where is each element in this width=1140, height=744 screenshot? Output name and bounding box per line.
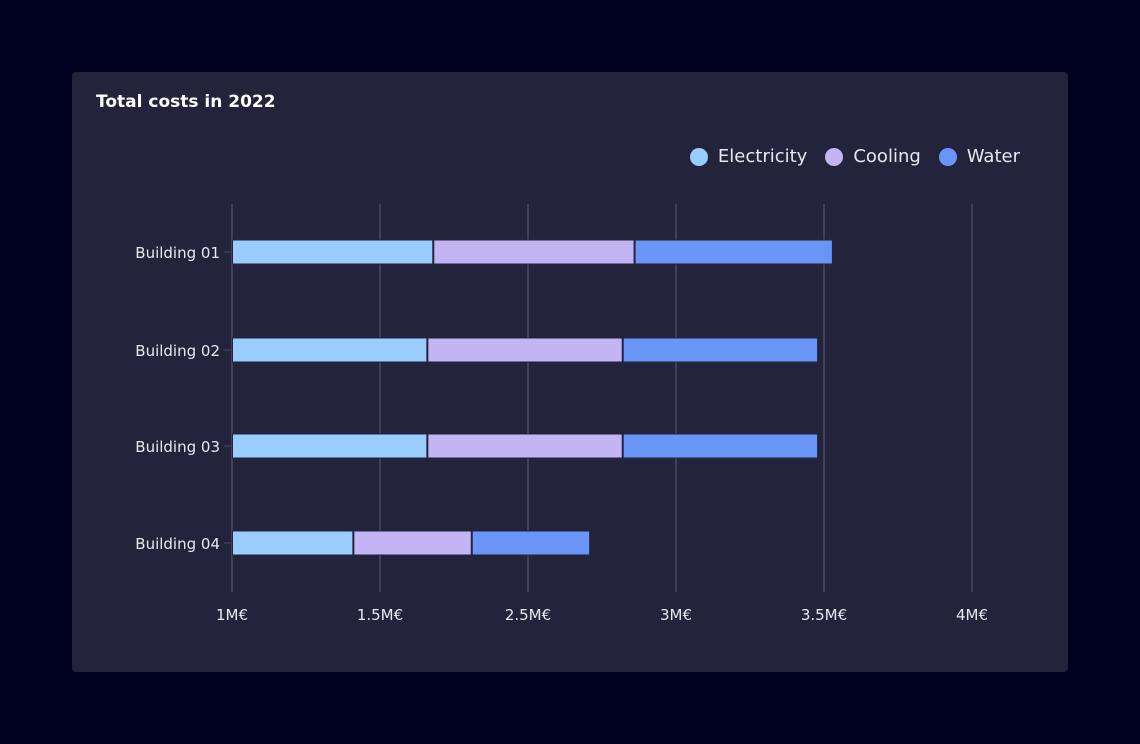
y-tick-label: Building 04 (135, 535, 220, 553)
chart-card: Total costs in 2022 Electricity Cooling … (72, 72, 1068, 672)
bar-segment-water (622, 337, 819, 363)
legend-item-water[interactable]: Water (938, 146, 1020, 167)
y-tick-label: Building 02 (135, 342, 220, 360)
x-tick-label: 3.5M€ (801, 606, 847, 624)
plot-area: 1M€ 1.5M€ 2.5M€ 3M€ 3.5M€ 4M€ Building 01 Build… (135, 204, 988, 624)
x-tick-label: 2.5M€ (505, 606, 551, 624)
x-tick-label: 4M€ (956, 606, 988, 624)
legend-item-cooling[interactable]: Cooling (825, 146, 921, 167)
legend-dot-icon (938, 147, 957, 166)
bar-segment-water (634, 239, 833, 265)
bar-segment-electricity (232, 239, 434, 265)
legend-label: Electricity (717, 146, 808, 167)
y-tick-label: Building 03 (135, 438, 220, 456)
bar-segment-cooling (353, 530, 472, 556)
chart-title: Total costs in 2022 (96, 92, 276, 112)
legend-item-electricity[interactable]: Electricity (689, 146, 808, 167)
bar-segment-electricity (232, 530, 354, 556)
bar-segment-cooling (427, 337, 623, 363)
x-tick-label: 1M€ (216, 606, 248, 624)
legend-label: Cooling (853, 146, 921, 167)
bar-segment-cooling (433, 239, 635, 265)
legend: Electricity Cooling Water (689, 146, 1020, 167)
x-tick-label: 1.5M€ (357, 606, 403, 624)
legend-dot-icon (825, 147, 844, 166)
bar-segment-water (622, 433, 819, 459)
bar-segment-cooling (427, 433, 623, 459)
bar-segment-electricity (232, 433, 428, 459)
x-tick-label: 3M€ (660, 606, 692, 624)
bar-segment-water (471, 530, 591, 556)
legend-dot-icon (689, 147, 708, 166)
bar-segment-electricity (232, 337, 428, 363)
y-tick-label: Building 01 (135, 244, 220, 262)
legend-label: Water (966, 146, 1020, 167)
